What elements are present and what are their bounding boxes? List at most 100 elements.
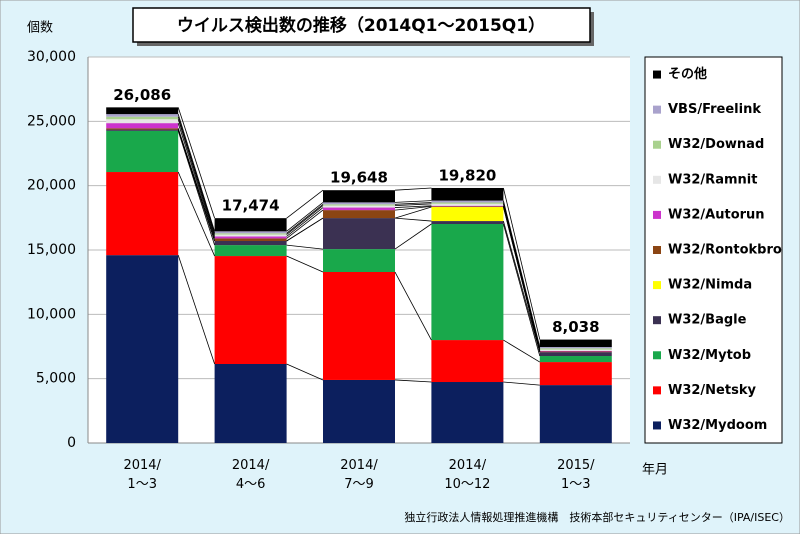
legend-label: VBS/Freelink xyxy=(668,102,761,117)
bar-segment xyxy=(431,202,504,204)
bar-segment xyxy=(539,349,612,351)
y-tick-label: 0 xyxy=(67,435,76,451)
bar-segment xyxy=(539,351,612,353)
bar-segment xyxy=(106,116,179,120)
connector-line xyxy=(177,123,215,237)
connector-line xyxy=(286,189,324,219)
bar-segment xyxy=(106,119,179,124)
bar-segment xyxy=(106,114,179,117)
total-label: 26,086 xyxy=(113,86,171,104)
bar-segment xyxy=(431,340,504,383)
bar-segment xyxy=(214,240,287,246)
bar-segment xyxy=(431,205,504,207)
x-tick-label: 2014/1～3 xyxy=(123,458,161,492)
connector-line xyxy=(286,207,324,237)
connector-line xyxy=(286,209,324,239)
legend-label: W32/Bagle xyxy=(668,313,747,328)
total-label: 19,648 xyxy=(330,169,388,187)
legend-label: W32/Ramnit xyxy=(668,172,757,187)
connector-line xyxy=(286,204,324,234)
legend-label: W32/Rontokbro xyxy=(668,243,782,258)
bar-segment xyxy=(214,238,287,241)
connector-line xyxy=(286,363,324,381)
connector-line xyxy=(394,379,432,383)
bar-segment xyxy=(539,362,612,386)
connector-line xyxy=(286,244,324,250)
bar-segment xyxy=(323,218,395,250)
bar-segment xyxy=(539,347,612,349)
bar-segment xyxy=(323,272,395,380)
legend-swatch xyxy=(653,140,661,149)
bar-segment xyxy=(431,206,504,208)
title-box xyxy=(132,7,591,43)
bar-segment xyxy=(539,348,612,350)
bar-segment xyxy=(323,249,395,273)
x-tick-label: 2015/1～3 xyxy=(557,458,595,492)
legend-swatch xyxy=(653,281,661,290)
bar-segment xyxy=(431,224,504,341)
bar-segment xyxy=(214,233,287,235)
connector-line xyxy=(394,202,432,205)
bar-segment xyxy=(106,128,179,130)
bar-segment xyxy=(431,207,504,222)
connector-line xyxy=(503,223,541,357)
bar-segment xyxy=(323,190,395,203)
bar-segment xyxy=(214,234,287,237)
bar-segment xyxy=(106,255,179,443)
legend-swatch xyxy=(653,421,661,430)
connector-line xyxy=(394,203,432,207)
y-tick-label: 20,000 xyxy=(27,178,76,194)
bar-segment xyxy=(323,379,395,443)
bar-segment xyxy=(431,200,504,203)
connector-line xyxy=(177,130,215,246)
connector-line xyxy=(503,381,540,386)
y-tick-label: 15,000 xyxy=(27,242,76,258)
connector-line xyxy=(177,107,215,219)
total-label: 17,474 xyxy=(222,197,280,215)
connector-line xyxy=(394,217,432,222)
connector-line xyxy=(286,255,324,273)
legend-label: W32/Autorun xyxy=(668,207,765,222)
bar-segment xyxy=(539,356,612,363)
connector-line xyxy=(394,205,432,211)
legend-label: W32/Netsky xyxy=(668,383,756,398)
bar-segment xyxy=(323,202,395,205)
bar-segment xyxy=(323,207,395,211)
bar-segment xyxy=(431,187,504,201)
connector-line xyxy=(177,114,215,232)
legend-label: W32/Nimda xyxy=(668,278,752,293)
bar-segment xyxy=(106,129,179,131)
bar-segment xyxy=(323,210,395,219)
x-tick-label: 2014/4～6 xyxy=(232,458,270,492)
bar-segment xyxy=(106,130,179,173)
y-tick-label: 30,000 xyxy=(27,49,76,65)
legend-label: W32/Mydoom xyxy=(668,418,767,433)
bar-segment xyxy=(214,363,287,443)
connector-line xyxy=(394,206,432,219)
connector-line xyxy=(286,205,324,235)
y-tick-label: 10,000 xyxy=(27,306,76,322)
legend-swatch xyxy=(653,70,661,79)
legend-swatch xyxy=(653,175,661,184)
legend-swatch xyxy=(653,105,661,114)
legend-label: W32/Mytob xyxy=(668,348,751,363)
y-axis-label: 個数 xyxy=(27,21,53,36)
connector-line xyxy=(394,271,432,341)
connector-line xyxy=(394,187,432,191)
bar-segment xyxy=(539,385,612,443)
bar-segment xyxy=(431,203,504,206)
connector-line xyxy=(177,128,215,239)
connector-line xyxy=(503,200,541,348)
bar-segment xyxy=(214,245,287,257)
connector-line xyxy=(177,255,215,365)
bar-segment xyxy=(106,172,179,256)
legend-swatch xyxy=(653,386,661,395)
total-label: 19,820 xyxy=(438,166,496,184)
x-axis-label: 年月 xyxy=(642,463,668,478)
connector-line xyxy=(394,223,432,250)
connector-line xyxy=(286,202,324,232)
legend-swatch xyxy=(653,316,661,325)
bar-segment xyxy=(214,218,287,232)
bar-segment xyxy=(214,236,287,239)
